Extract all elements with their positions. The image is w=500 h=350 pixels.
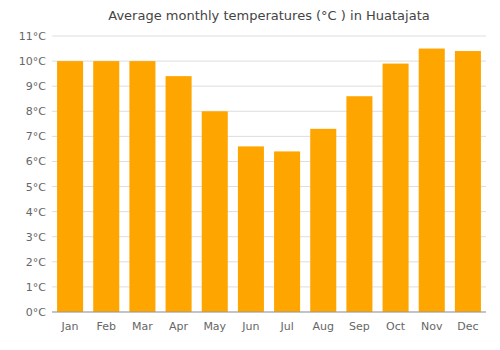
y-tick-label: 5°C — [26, 181, 46, 194]
title: Average monthly temperatures (°C ) in Hu… — [108, 8, 429, 23]
x-tick-label: May — [203, 320, 226, 333]
bar — [310, 129, 336, 312]
y-tick-label: 8°C — [26, 105, 46, 118]
bar — [455, 51, 481, 312]
chart: Average monthly temperatures (°C ) in Hu… — [0, 0, 500, 350]
y-tick-label: 7°C — [26, 130, 46, 143]
bar — [419, 49, 445, 312]
y-tick-label: 11°C — [19, 30, 46, 43]
x-tick-label: Feb — [97, 320, 116, 333]
y-tick-label: 4°C — [26, 206, 46, 219]
bars — [57, 49, 481, 312]
x-tick-label: Sep — [349, 320, 370, 333]
y-axis: 0°C 1°C 2°C 3°C 4°C 5°C 6°C 7°C 8°C 9°C 10°C 11°C — [19, 30, 46, 319]
y-tick-label: 6°C — [26, 155, 46, 168]
y-tick-label: 3°C — [26, 231, 46, 244]
bar — [346, 96, 372, 312]
y-tick-label: 0°C — [26, 306, 46, 319]
x-tick-label: Nov — [421, 320, 443, 333]
bar — [383, 64, 409, 312]
x-axis: Jan Feb Mar Apr May Jun Jul Aug Sep Oct Nov Dec — [52, 312, 486, 333]
grid — [52, 36, 486, 312]
grid-line — [52, 312, 486, 313]
x-tick-label: Dec — [457, 320, 478, 333]
x-tick-label: Mar — [132, 320, 153, 333]
bar — [166, 76, 192, 312]
y-tick-label: 9°C — [26, 80, 46, 93]
bar — [93, 61, 119, 312]
x-tick-label: Apr — [169, 320, 189, 333]
grid-line — [52, 36, 486, 37]
y-tick-label: 2°C — [26, 256, 46, 269]
x-tick-label: Aug — [313, 320, 334, 333]
bar — [57, 61, 83, 312]
bar — [202, 111, 228, 312]
x-axis-line — [52, 312, 486, 313]
y-tick-label: 1°C — [26, 281, 46, 294]
x-tick-label: Jun — [241, 320, 259, 333]
x-tick-label: Jul — [279, 320, 293, 333]
bar — [238, 146, 264, 312]
x-tick-label: Jan — [61, 320, 79, 333]
bar — [274, 151, 300, 312]
bar — [129, 61, 155, 312]
x-tick-label: Oct — [386, 320, 406, 333]
y-tick-label: 10°C — [19, 55, 46, 68]
